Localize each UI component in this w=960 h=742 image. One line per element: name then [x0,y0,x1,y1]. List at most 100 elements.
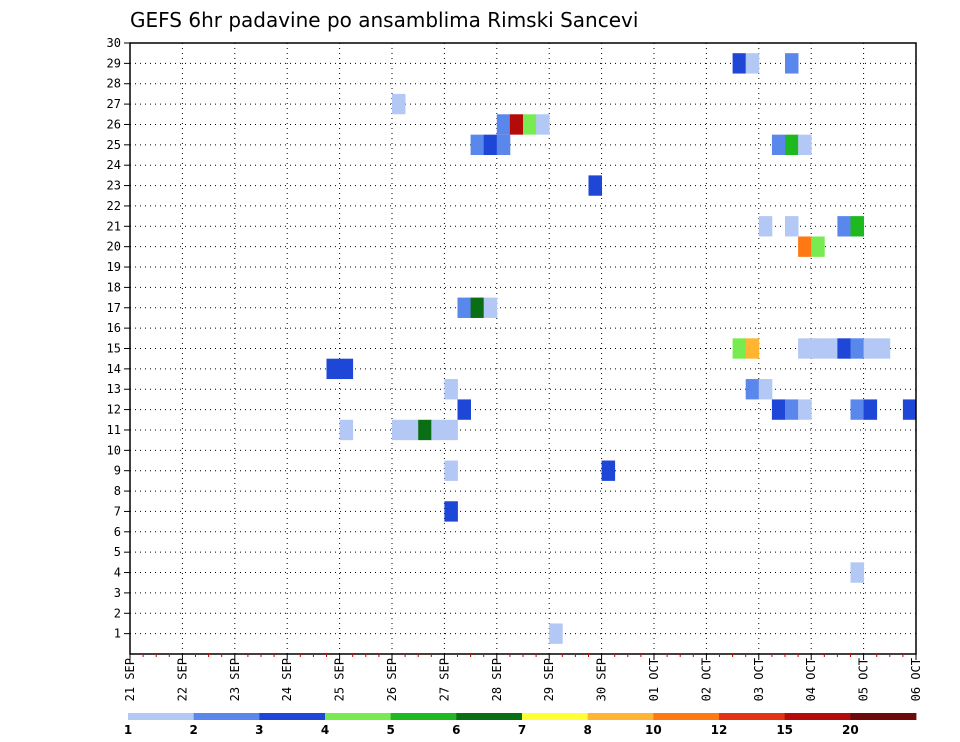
precip-cell [444,379,458,400]
legend-label: 6 [452,723,460,737]
precip-cell [418,419,432,441]
y-tick-label: 9 [114,464,121,478]
precip-cell [392,93,406,115]
legend-label: 3 [255,723,263,737]
precip-cell [392,419,406,441]
precip-cell [811,338,825,359]
precip-cell [457,399,471,420]
x-tick-label: 04 OCT [804,658,818,701]
precip-cell [863,338,878,359]
precip-cell [798,399,812,420]
legend-swatch [587,713,654,720]
legend-label: 20 [842,723,859,737]
legend-label: 2 [189,723,197,737]
legend-swatch [850,713,917,720]
y-tick-label: 19 [107,260,121,274]
precip-cell [470,134,485,156]
x-tick-label: 27 SEP [437,658,451,701]
legend-swatch [390,713,457,720]
precip-cell [798,236,812,257]
legend-label: 15 [776,723,793,737]
x-tick-label: 26 SEP [385,658,399,701]
y-tick-label: 24 [107,158,121,172]
legend-swatch [784,713,851,720]
precip-cell [588,175,602,196]
precip-cell [876,338,891,359]
y-tick-label: 5 [114,545,121,559]
precip-cell [444,501,458,522]
y-tick-label: 22 [107,199,121,213]
y-tick-label: 18 [107,280,121,294]
precip-cell [339,358,354,380]
precip-cell [483,297,498,318]
y-tick-label: 11 [107,423,121,437]
y-tick-label: 17 [107,301,121,315]
y-tick-label: 3 [114,586,121,600]
x-tick-label: 05 OCT [857,658,871,701]
precip-cell [601,460,616,481]
x-tick-label: 22 SEP [175,658,189,701]
y-tick-label: 10 [107,443,121,457]
y-tick-label: 16 [107,321,121,335]
precip-cell [837,338,851,359]
precip-cell [771,399,786,420]
x-tick-label: 25 SEP [333,658,347,701]
precip-cell [444,460,458,481]
precip-cells [326,53,917,644]
precip-cell [745,379,760,400]
chart-title: GEFS 6hr padavine po ansamblima Rimski S… [130,8,638,32]
legend-swatch [193,713,260,720]
precip-cell [785,53,799,74]
precip-cell [824,338,838,359]
precip-cell [902,399,917,420]
x-tick-label: 21 SEP [123,658,137,701]
precip-cell [798,134,812,156]
y-tick-label: 30 [107,36,121,50]
precip-cell [496,114,511,135]
precip-cell [431,419,445,441]
precip-cell [326,358,340,380]
y-tick-label: 15 [107,342,121,356]
precip-cell [863,399,878,420]
x-tick-label: 06 OCT [909,658,923,701]
legend-label: 7 [518,723,526,737]
y-tick-label: 26 [107,117,121,131]
precip-cell [483,134,498,156]
y-tick-label: 29 [107,56,121,70]
precip-cell [798,338,812,359]
precip-cell [523,114,537,135]
x-axis: 21 SEP 22 SEP 23 SEP 24 SEP 25 SEP 26 SEP 27 S… [123,654,923,701]
legend-swatch [719,713,786,720]
precip-cell [758,216,773,237]
precip-cell [444,419,458,441]
y-tick-label: 21 [107,219,121,233]
legend-swatch [522,713,589,720]
y-tick-label: 25 [107,138,121,152]
legend-label: 4 [321,723,329,737]
precip-cell [536,114,550,135]
legend-label: 10 [645,723,662,737]
precip-cell [457,297,471,318]
precip-cell [405,419,419,441]
y-tick-label: 20 [107,240,121,254]
y-tick-label: 8 [114,484,121,498]
y-tick-label: 28 [107,77,121,91]
precip-cell [850,399,864,420]
precip-cell [785,216,799,237]
precip-cell [811,236,825,257]
precip-cell [837,216,851,237]
precip-cell [339,419,354,441]
y-axis: 1234567891011121314151617181920212223242… [107,36,130,641]
x-tick-label: 01 OCT [647,658,661,701]
y-tick-label: 27 [107,97,121,111]
y-tick-label: 12 [107,403,121,417]
precip-cell [850,338,864,359]
x-tick-label: 02 OCT [699,658,713,701]
y-tick-label: 13 [107,382,121,396]
y-tick-label: 1 [114,627,121,641]
precip-cell [771,134,786,156]
precip-cell [850,216,864,237]
y-tick-label: 14 [107,362,121,376]
precip-cell [470,297,485,318]
